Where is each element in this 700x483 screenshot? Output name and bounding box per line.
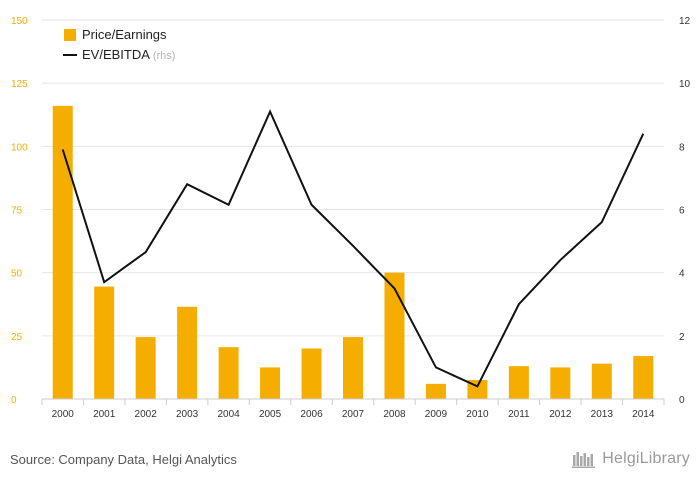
x-axis-tick-label: 2010 — [466, 409, 489, 420]
bar — [384, 272, 405, 399]
x-axis-tick-label: 2013 — [591, 409, 614, 420]
bar — [135, 337, 156, 399]
footer: Source: Company Data, Helgi Analytics He… — [0, 440, 700, 483]
bar — [508, 366, 529, 399]
left-axis-tick-label: 25 — [11, 332, 23, 343]
right-axis-tick-label: 2 — [679, 332, 685, 343]
bar — [177, 306, 198, 399]
bar — [94, 286, 115, 399]
library-books-icon — [572, 452, 596, 468]
right-axis-tick-label: 4 — [679, 269, 685, 280]
right-axis-tick-label: 10 — [679, 79, 691, 90]
brand: HelgiLibrary — [572, 449, 690, 469]
left-axis-tick-label: 0 — [11, 395, 17, 406]
bar — [550, 367, 571, 399]
left-axis-tick-label: 125 — [11, 79, 28, 90]
ev-ebitda-line — [61, 109, 645, 388]
x-axis-tick-label: 2011 — [508, 409, 530, 420]
legend-label-line: EV/EBITDA (rhs) — [82, 47, 175, 62]
bar — [343, 337, 363, 399]
left-axis-tick-label: 50 — [11, 269, 23, 280]
bar — [591, 363, 612, 399]
x-axis-tick-label: 2002 — [135, 409, 158, 420]
bar — [425, 383, 446, 399]
x-axis-tick-label: 2003 — [176, 409, 199, 420]
legend-bar-swatch — [64, 29, 76, 41]
grid — [42, 19, 664, 337]
bar — [301, 348, 322, 399]
bar-series — [52, 105, 654, 399]
bar — [633, 356, 654, 399]
left-axis-tick-label: 100 — [11, 142, 28, 153]
source-note: Source: Company Data, Helgi Analytics — [10, 452, 237, 467]
bar — [260, 367, 281, 399]
x-axis-tick-label: 2014 — [632, 409, 655, 420]
line-series — [61, 109, 645, 388]
x-axis-tick-label: 2004 — [217, 409, 240, 420]
bar — [218, 347, 239, 399]
x-axis-tick-label: 2008 — [383, 409, 406, 420]
x-axis-tick-label: 2006 — [300, 409, 323, 420]
legend-line-name: EV/EBITDA — [82, 47, 150, 62]
legend-rhs-note: (rhs) — [153, 50, 176, 62]
legend-label-bars: Price/Earnings — [82, 27, 167, 42]
bar — [52, 105, 73, 399]
brand-name: HelgiLibrary — [602, 450, 690, 467]
x-axis-tick-label: 2012 — [549, 409, 572, 420]
right-axis-tick-label: 8 — [679, 142, 685, 153]
right-axis-tick-label: 6 — [679, 206, 685, 217]
right-axis-tick-label: 12 — [679, 16, 691, 27]
x-axis-tick-label: 2000 — [52, 409, 75, 420]
axes: 0 25 50 75 100 125 150 0 2 4 6 8 10 12 2000 2001 2002 200… — [11, 16, 691, 420]
left-axis-tick-label: 150 — [11, 16, 28, 27]
left-axis-tick-label: 75 — [11, 206, 23, 217]
right-axis-tick-label: 0 — [679, 395, 685, 406]
legend: Price/Earnings EV/EBITDA (rhs) — [63, 27, 175, 62]
x-axis-tick-label: 2007 — [342, 409, 365, 420]
x-axis-tick-label: 2009 — [425, 409, 448, 420]
x-axis-tick-label: 2001 — [93, 409, 116, 420]
x-axis-tick-label: 2005 — [259, 409, 282, 420]
